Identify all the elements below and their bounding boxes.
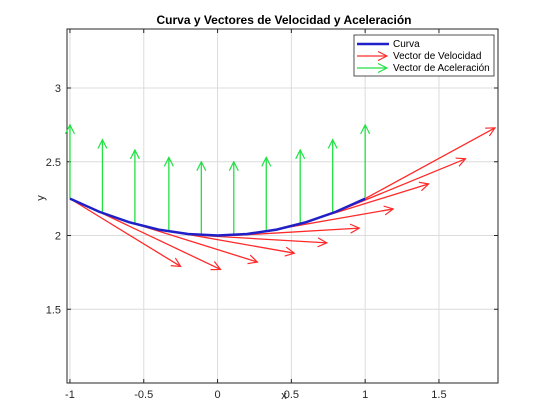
x-tick-label: -0.5: [134, 389, 153, 401]
legend-label-velocity: Vector de Velocidad: [393, 51, 481, 62]
legend: Curva Vector de Velocidad Vector de Acel…: [353, 34, 495, 77]
legend-label-acceleration: Vector de Aceleración: [393, 63, 490, 74]
velocity-arrow: [233, 228, 359, 237]
y-tick-label: 2: [55, 231, 61, 243]
velocity-arrow: [102, 212, 220, 269]
x-axis-label: x: [281, 390, 287, 402]
x-tick-label: 0: [214, 389, 220, 401]
y-tick-label: 1.5: [46, 304, 61, 316]
chart-title: Curva y Vectores de Velocidad y Acelerac…: [156, 13, 411, 27]
x-tick-label: 1.5: [431, 389, 446, 401]
curve-line: [69, 197, 366, 237]
y-tick-label: 2.5: [46, 157, 61, 169]
velocity-arrow: [201, 234, 326, 243]
y-axis-label: y: [35, 195, 47, 201]
grid: [67, 29, 498, 383]
x-tick-label: 0.5: [284, 389, 299, 401]
velocity-arrow: [364, 128, 495, 200]
velocity-arrow: [69, 198, 181, 267]
x-tick-label: -1: [65, 389, 75, 401]
legend-label-curve: Curva: [393, 39, 420, 50]
velocity-arrow: [134, 223, 258, 262]
x-tick-label: 1: [362, 389, 368, 401]
velocity-vectors: [69, 128, 495, 270]
y-tick-label: 3: [55, 83, 61, 95]
acceleration-vectors: [70, 125, 365, 236]
axis-ticks: -1 -0.5 0 0.5 1 1.5 1.5 2 2.5 3: [46, 29, 498, 401]
plot-area-frame: [66, 28, 499, 384]
